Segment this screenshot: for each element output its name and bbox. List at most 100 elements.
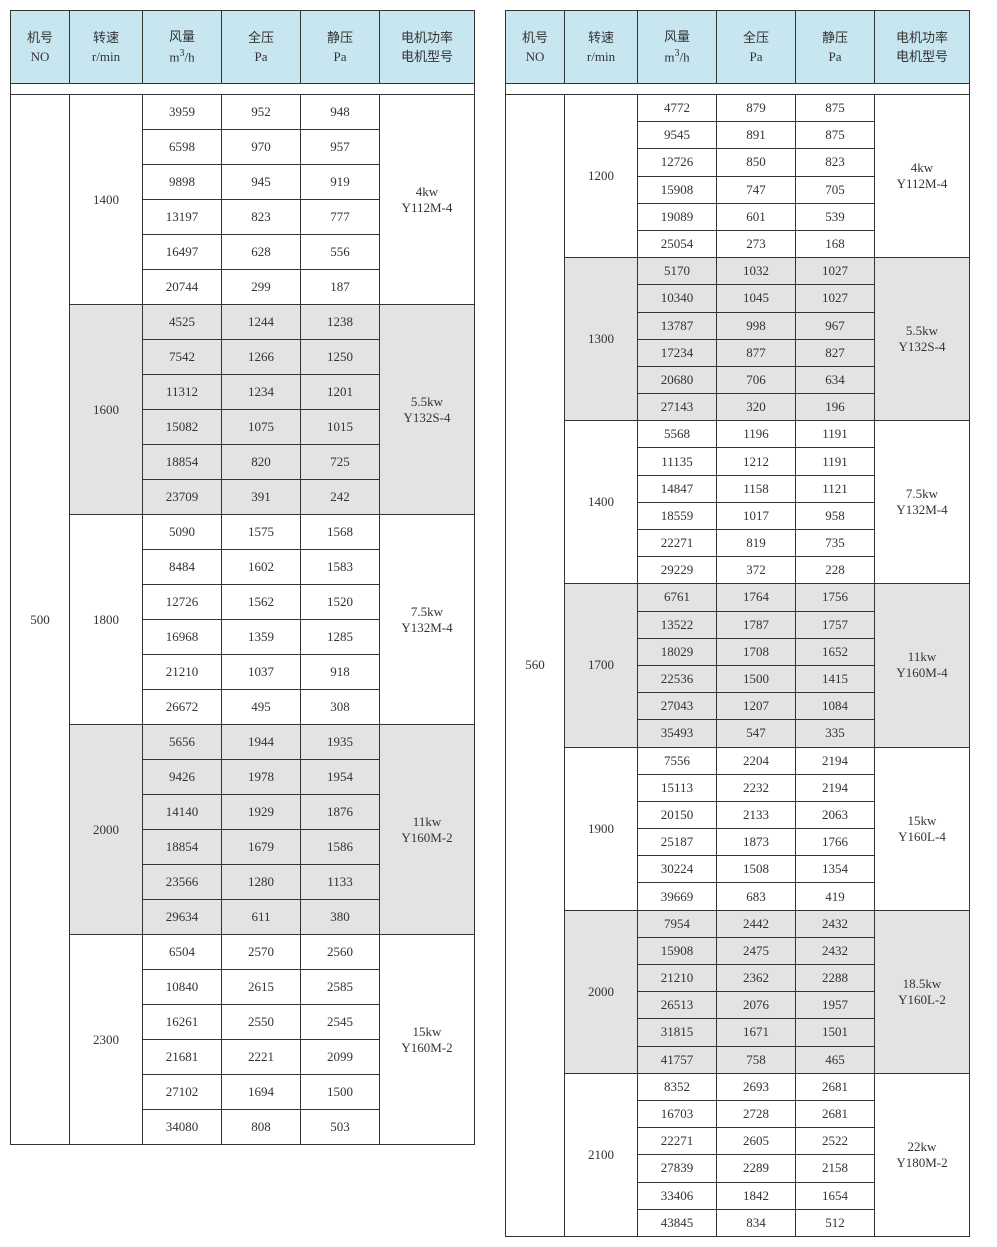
motor-cell: 4kwY112M-4	[875, 95, 970, 258]
total-pressure-cell: 1575	[222, 515, 301, 550]
total-pressure-cell: 2728	[717, 1100, 796, 1127]
flow-cell: 27143	[638, 394, 717, 421]
total-pressure-cell: 808	[222, 1110, 301, 1145]
flow-cell: 25054	[638, 230, 717, 257]
table-body: 500140039599529484kwY112M-46598970957989…	[11, 84, 475, 1145]
static-pressure-cell: 556	[301, 235, 380, 270]
static-pressure-cell: 1568	[301, 515, 380, 550]
static-pressure-cell: 2522	[796, 1128, 875, 1155]
speed-cell: 2000	[70, 725, 143, 935]
total-pressure-cell: 2570	[222, 935, 301, 970]
static-pressure-cell: 1015	[301, 410, 380, 445]
static-pressure-cell: 1415	[796, 665, 875, 692]
total-pressure-cell: 820	[222, 445, 301, 480]
table-row: 13005170103210275.5kwY132S-4	[506, 258, 970, 285]
flow-cell: 15908	[638, 937, 717, 964]
col-header: 静压Pa	[796, 11, 875, 84]
static-pressure-cell: 1501	[796, 1019, 875, 1046]
motor-cell: 4kwY112M-4	[380, 95, 475, 305]
total-pressure-cell: 495	[222, 690, 301, 725]
flow-cell: 15908	[638, 176, 717, 203]
flow-cell: 34080	[143, 1110, 222, 1145]
static-pressure-cell: 1250	[301, 340, 380, 375]
flow-cell: 14847	[638, 475, 717, 502]
total-pressure-cell: 1359	[222, 620, 301, 655]
total-pressure-cell: 850	[717, 149, 796, 176]
col-header: 转速r/min	[565, 11, 638, 84]
col-header: 静压Pa	[301, 11, 380, 84]
total-pressure-cell: 1873	[717, 829, 796, 856]
total-pressure-cell: 1196	[717, 421, 796, 448]
total-pressure-cell: 547	[717, 720, 796, 747]
flow-cell: 5568	[638, 421, 717, 448]
table-row: 210083522693268122kwY180M-2	[506, 1073, 970, 1100]
flow-cell: 7542	[143, 340, 222, 375]
table-head: 机号NO转速r/min风量m3/h全压Pa静压Pa电机功率电机型号	[11, 11, 475, 84]
static-pressure-cell: 823	[796, 149, 875, 176]
flow-cell: 5170	[638, 258, 717, 285]
total-pressure-cell: 2362	[717, 965, 796, 992]
col-header: 电机功率电机型号	[380, 11, 475, 84]
flow-cell: 6761	[638, 584, 717, 611]
total-pressure-cell: 2133	[717, 801, 796, 828]
static-pressure-cell: 1191	[796, 448, 875, 475]
flow-cell: 13197	[143, 200, 222, 235]
static-pressure-cell: 1756	[796, 584, 875, 611]
static-pressure-cell: 1652	[796, 638, 875, 665]
spacer-row	[11, 84, 475, 95]
static-pressure-cell: 2288	[796, 965, 875, 992]
machine-no-cell: 500	[11, 95, 70, 1145]
speed-cell: 1900	[565, 747, 638, 910]
static-pressure-cell: 2432	[796, 910, 875, 937]
flow-cell: 29229	[638, 557, 717, 584]
flow-cell: 21681	[143, 1040, 222, 1075]
static-pressure-cell: 948	[301, 95, 380, 130]
motor-cell: 18.5kwY160L-2	[875, 910, 970, 1073]
static-pressure-cell: 335	[796, 720, 875, 747]
flow-cell: 21210	[143, 655, 222, 690]
total-pressure-cell: 1045	[717, 285, 796, 312]
speed-cell: 1200	[565, 95, 638, 258]
static-pressure-cell: 380	[301, 900, 380, 935]
flow-cell: 17234	[638, 339, 717, 366]
flow-cell: 30224	[638, 856, 717, 883]
table-row: 200079542442243218.5kwY160L-2	[506, 910, 970, 937]
total-pressure-cell: 2605	[717, 1128, 796, 1155]
flow-cell: 9898	[143, 165, 222, 200]
flow-cell: 26672	[143, 690, 222, 725]
total-pressure-cell: 1207	[717, 693, 796, 720]
total-pressure-cell: 1158	[717, 475, 796, 502]
flow-cell: 43845	[638, 1209, 717, 1236]
total-pressure-cell: 1694	[222, 1075, 301, 1110]
flow-cell: 26513	[638, 992, 717, 1019]
total-pressure-cell: 1075	[222, 410, 301, 445]
static-pressure-cell: 2545	[301, 1005, 380, 1040]
total-pressure-cell: 758	[717, 1046, 796, 1073]
flow-cell: 11312	[143, 375, 222, 410]
speed-cell: 1800	[70, 515, 143, 725]
flow-cell: 16261	[143, 1005, 222, 1040]
left-table: 机号NO转速r/min风量m3/h全压Pa静压Pa电机功率电机型号5001400…	[10, 10, 475, 1145]
flow-cell: 6504	[143, 935, 222, 970]
total-pressure-cell: 299	[222, 270, 301, 305]
flow-cell: 25187	[638, 829, 717, 856]
total-pressure-cell: 834	[717, 1209, 796, 1236]
page: 机号NO转速r/min风量m3/h全压Pa静压Pa电机功率电机型号5001400…	[10, 10, 987, 1237]
speed-cell: 2000	[565, 910, 638, 1073]
total-pressure-cell: 1244	[222, 305, 301, 340]
total-pressure-cell: 611	[222, 900, 301, 935]
flow-cell: 11135	[638, 448, 717, 475]
table-row: 14005568119611917.5kwY132M-4	[506, 421, 970, 448]
static-pressure-cell: 967	[796, 312, 875, 339]
static-pressure-cell: 875	[796, 95, 875, 122]
static-pressure-cell: 1876	[301, 795, 380, 830]
total-pressure-cell: 2475	[717, 937, 796, 964]
total-pressure-cell: 1037	[222, 655, 301, 690]
flow-cell: 19089	[638, 203, 717, 230]
static-pressure-cell: 2194	[796, 747, 875, 774]
static-pressure-cell: 705	[796, 176, 875, 203]
flow-cell: 22271	[638, 1128, 717, 1155]
total-pressure-cell: 2615	[222, 970, 301, 1005]
total-pressure-cell: 683	[717, 883, 796, 910]
static-pressure-cell: 187	[301, 270, 380, 305]
